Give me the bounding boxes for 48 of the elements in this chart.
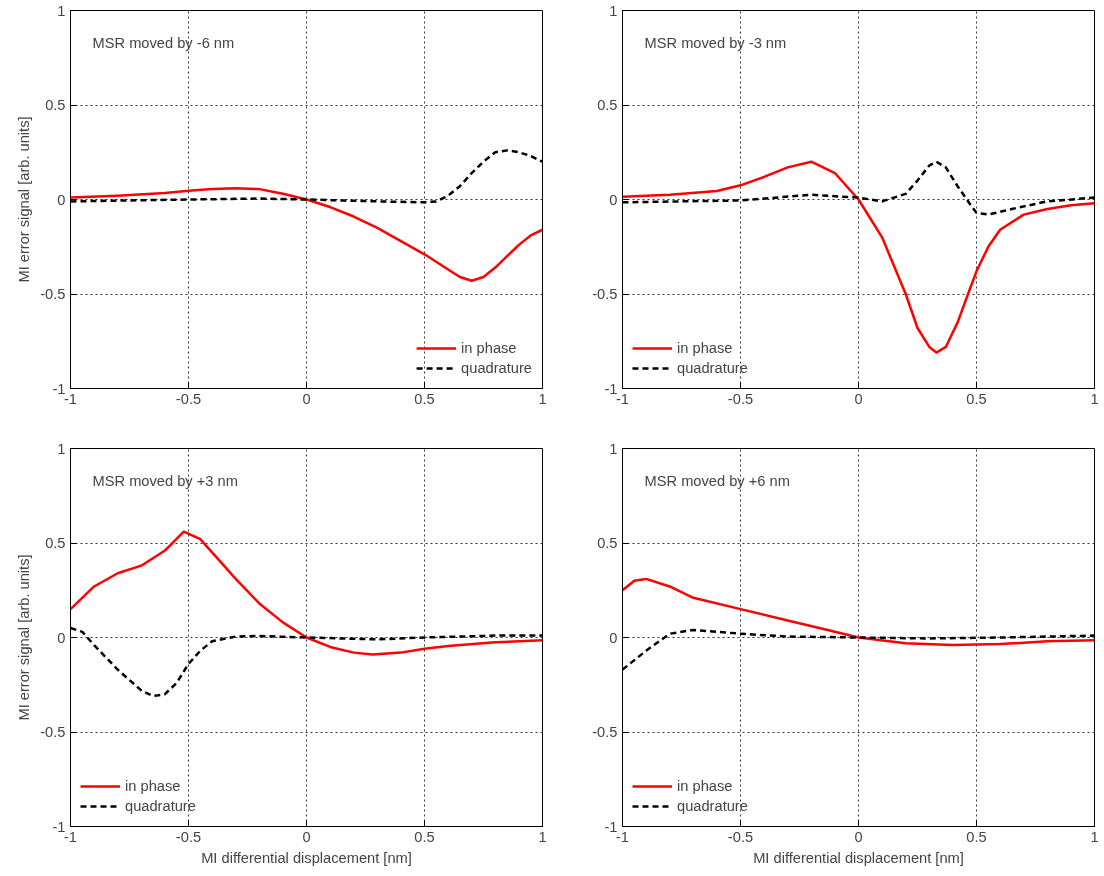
x-tick-label: 1 — [1090, 828, 1099, 845]
x-tick-label: -0.5 — [175, 390, 202, 407]
y-tick-label: 0.5 — [45, 97, 66, 113]
y-tick-label: -0.5 — [592, 724, 618, 740]
legend-label: in phase — [461, 340, 517, 356]
y-tick-label: -0.5 — [40, 724, 66, 740]
x-tick-label: 1 — [1090, 390, 1099, 407]
legend-label: in phase — [677, 778, 733, 794]
x-tick-label: 0.5 — [966, 390, 987, 407]
legend-label: quadrature — [677, 360, 748, 376]
y-axis-title: MI error signal [arb. units] — [16, 116, 33, 283]
x-tick-label: 1 — [538, 828, 547, 845]
legend-label: in phase — [125, 778, 181, 794]
x-tick-label: -0.5 — [175, 828, 202, 845]
x-tick-label: 0 — [302, 828, 311, 845]
y-tick-label: 1 — [57, 2, 66, 19]
y-tick-label: -0.5 — [40, 286, 66, 302]
x-tick-label: 0.5 — [966, 828, 987, 845]
legend-label: quadrature — [677, 798, 748, 814]
legend-label: quadrature — [461, 360, 532, 376]
y-tick-label: -0.5 — [592, 286, 618, 302]
annotation: MSR moved by +3 nm — [92, 472, 238, 489]
y-tick-label: 0 — [609, 629, 618, 646]
y-tick-label: 0 — [57, 191, 66, 208]
y-tick-label: 0.5 — [597, 535, 618, 551]
y-axis-title: MI error signal [arb. units] — [16, 554, 33, 721]
annotation: MSR moved by -3 nm — [644, 34, 787, 51]
annotation: MSR moved by -6 nm — [92, 34, 235, 51]
x-tick-label: 0 — [854, 390, 863, 407]
y-tick-label: 1 — [609, 2, 618, 19]
x-tick-label: 0.5 — [414, 828, 435, 845]
x-axis-title: MI differential displacement [nm] — [201, 849, 412, 866]
y-tick-label: 0 — [57, 629, 66, 646]
x-tick-label: 0 — [854, 828, 863, 845]
annotation: MSR moved by +6 nm — [644, 472, 790, 489]
x-tick-label: 1 — [538, 390, 547, 407]
y-tick-label: 1 — [57, 440, 66, 457]
x-tick-label: -0.5 — [727, 828, 754, 845]
x-tick-label: -0.5 — [727, 390, 754, 407]
x-tick-label: 0.5 — [414, 390, 435, 407]
legend-label: quadrature — [125, 798, 196, 814]
y-tick-label: 0.5 — [597, 97, 618, 113]
y-tick-label: 0 — [609, 191, 618, 208]
x-axis-title: MI differential displacement [nm] — [753, 849, 964, 866]
y-tick-label: 1 — [609, 440, 618, 457]
x-tick-label: 0 — [302, 390, 311, 407]
y-tick-label: 0.5 — [45, 535, 66, 551]
legend-label: in phase — [677, 340, 733, 356]
